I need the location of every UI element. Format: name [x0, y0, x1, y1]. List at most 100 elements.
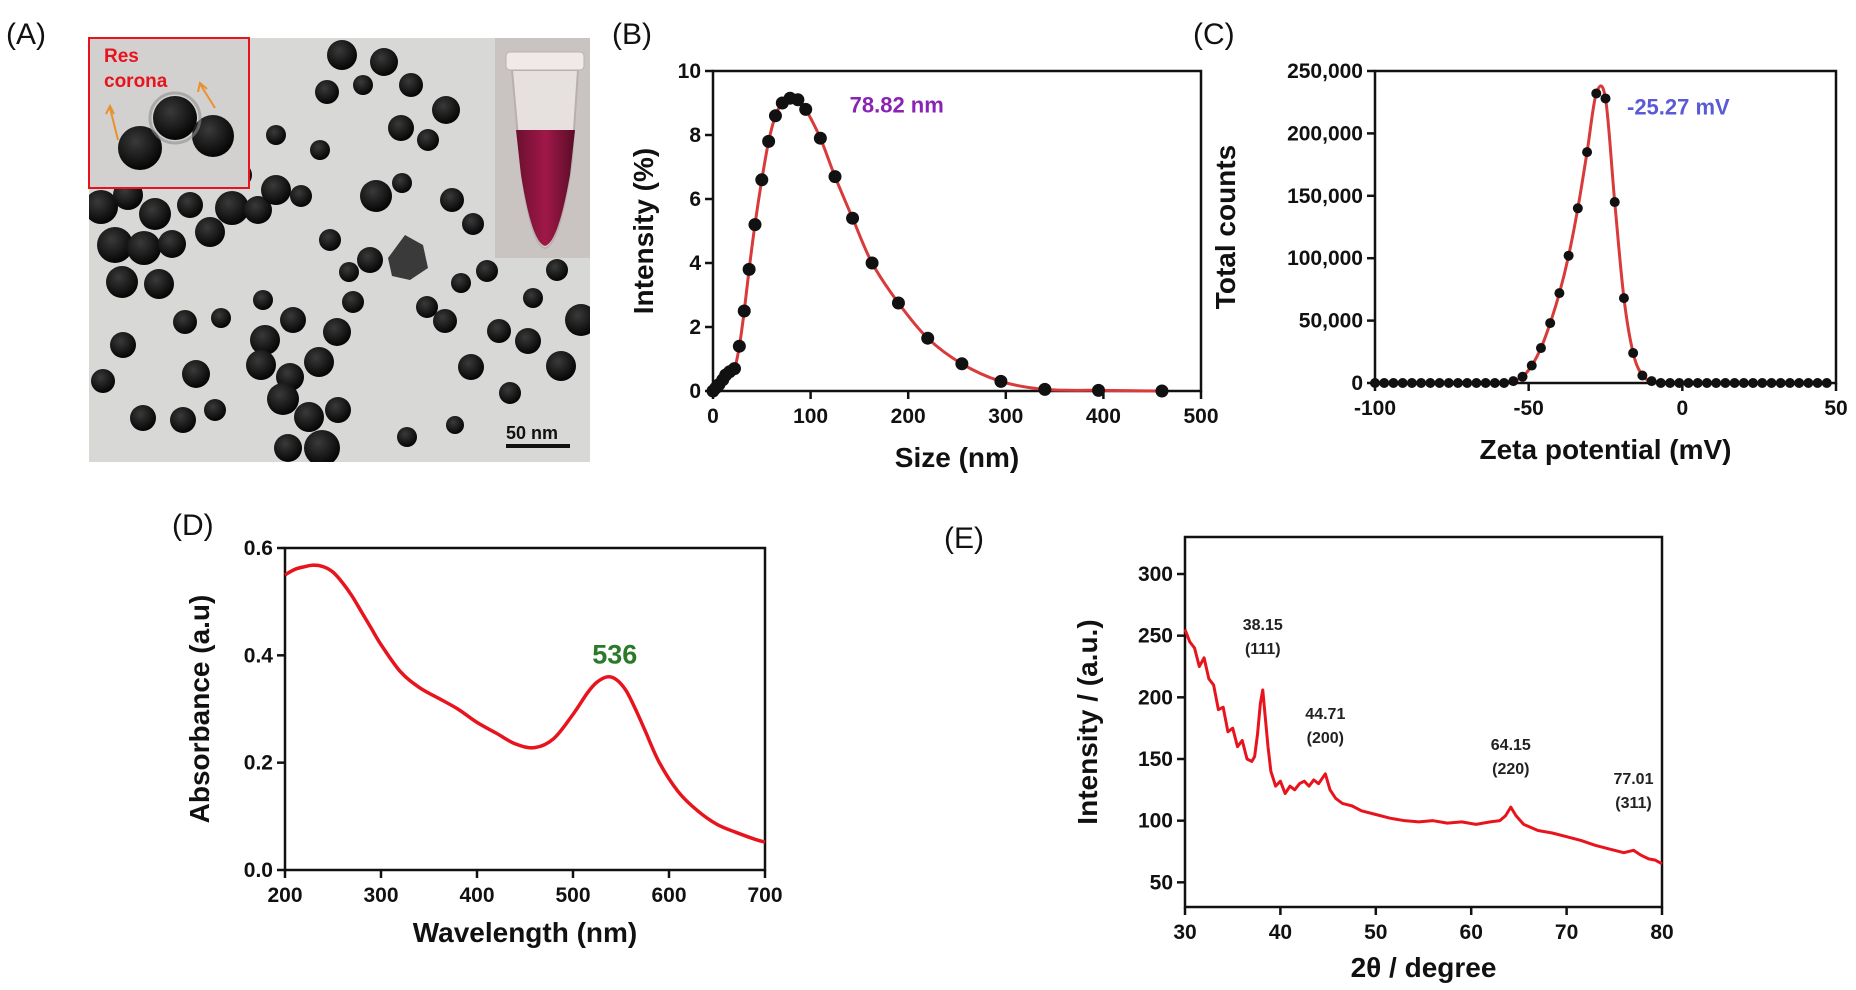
- y-tick-label: 2: [689, 316, 701, 339]
- data-point: [1379, 378, 1390, 388]
- nanoparticle: [246, 350, 276, 380]
- nanoparticle: [310, 140, 330, 160]
- x-tick-label: -100: [1354, 397, 1396, 420]
- chart-d-uv-vis: 200 300 400 500 600 700 0.0 0.2 0.4 0.6 Wavelength…: [172, 509, 783, 948]
- nanoparticle: [280, 307, 306, 333]
- nanoparticle: [515, 328, 541, 354]
- data-point: [1812, 378, 1823, 388]
- nanoparticle: [215, 191, 249, 225]
- data-point: [748, 218, 762, 232]
- inset-zoom: Res corona: [88, 37, 250, 189]
- data-point: [921, 331, 935, 345]
- nanoparticle: [417, 129, 439, 151]
- chart-c-zeta-potential: -100 -50 0 50 0 50,000 100,000 150,000 200,000 25…: [1193, 18, 1848, 465]
- peak-label: 78.82 nm: [850, 93, 944, 118]
- x-axis-title: Wavelength (nm): [413, 917, 638, 948]
- data-point: [1701, 378, 1712, 388]
- data-point: [865, 256, 879, 270]
- vial-photo: [495, 38, 590, 258]
- data-point: [1545, 318, 1556, 329]
- data-point: [1155, 384, 1169, 398]
- nanoparticle: [446, 416, 464, 434]
- data-point: [1499, 378, 1510, 388]
- nanoparticle: [261, 175, 291, 205]
- y-tick-label: 0.0: [244, 859, 273, 882]
- nanoparticle: [315, 80, 339, 104]
- data-point: [1646, 376, 1657, 387]
- peak-annotation-value: 44.71: [1305, 706, 1345, 723]
- nanoparticle: [266, 125, 286, 145]
- nanoparticle: [106, 266, 138, 298]
- y-tick-label: 8: [689, 124, 701, 147]
- y-tick-label: 0.4: [244, 644, 274, 667]
- x-tick-label: 500: [1183, 405, 1218, 428]
- data-point: [1388, 378, 1399, 388]
- nanoparticle: [97, 227, 133, 263]
- peak-annotation-plane: (311): [1615, 795, 1651, 812]
- data-point: [1821, 378, 1832, 388]
- data-point: [1794, 378, 1805, 388]
- nanoparticle: [523, 288, 543, 308]
- plot-frame: [283, 546, 767, 872]
- nanoparticle: [139, 198, 171, 230]
- y-tick-label: 200: [1138, 686, 1173, 709]
- data-point: [1738, 378, 1749, 388]
- x-tick-label: 200: [891, 405, 926, 428]
- nanoparticle: [274, 434, 302, 462]
- data-point: [1729, 378, 1740, 388]
- nanoparticle: [451, 273, 471, 293]
- data-point: [1471, 378, 1482, 388]
- x-tick-label: 100: [793, 405, 828, 428]
- inset-label-res: Res: [104, 46, 139, 67]
- x-axis-title: 2θ / degree: [1351, 952, 1497, 983]
- x-tick-label: 50: [1824, 397, 1847, 420]
- x-tick-label: 500: [555, 884, 590, 907]
- peak-annotation-value: 77.01: [1613, 771, 1653, 788]
- data-point: [1535, 343, 1546, 354]
- data-point: [1370, 378, 1380, 388]
- y-tick-label: 4: [689, 252, 701, 275]
- fit-line: [711, 96, 1162, 393]
- data-point: [891, 296, 905, 310]
- data-point: [1655, 378, 1666, 388]
- y-tick-label: 200,000: [1287, 122, 1363, 145]
- peak-annotation-plane: (220): [1492, 761, 1529, 778]
- nanoparticle: [565, 304, 590, 336]
- data-point: [1582, 147, 1593, 158]
- inset-label-corona: corona: [104, 71, 168, 92]
- nanoparticle: [360, 180, 392, 212]
- data-point: [1092, 383, 1106, 397]
- x-tick-label: 700: [747, 884, 782, 907]
- nanoparticle: [195, 217, 225, 247]
- nanoparticle: [546, 259, 568, 281]
- plot-frame: [1183, 535, 1664, 909]
- nanoparticle: [253, 290, 273, 310]
- data-point: [846, 211, 860, 225]
- data-point: [1637, 370, 1648, 381]
- y-axis-title: Total counts: [1210, 145, 1241, 309]
- nanoparticle: [144, 269, 174, 299]
- nanoparticle: [325, 397, 351, 423]
- nanoparticle: [353, 75, 373, 95]
- data-point: [727, 362, 741, 376]
- data-point: [1766, 378, 1777, 388]
- y-tick-label: 100,000: [1287, 247, 1363, 270]
- data-point: [1462, 378, 1473, 388]
- peak-label: -25.27 mV: [1627, 95, 1730, 120]
- nanoparticle: [170, 407, 196, 433]
- plot-frame: [1373, 69, 1838, 385]
- nanoparticle: [304, 347, 334, 377]
- panel-label: (D): [172, 509, 214, 542]
- nanoparticle: [323, 318, 351, 346]
- y-axis-title: Intensity / (a.u.): [1072, 619, 1103, 824]
- data-point: [1425, 378, 1436, 388]
- nanoparticle: [433, 309, 457, 333]
- nanoparticle: [339, 262, 359, 282]
- data-point: [1683, 378, 1694, 388]
- peak-annotation-plane: (200): [1307, 730, 1344, 747]
- nanoparticle: [392, 173, 412, 193]
- y-tick-label: 300: [1138, 563, 1173, 586]
- scale-bar-label: 50 nm: [506, 423, 558, 443]
- data-point: [1443, 378, 1454, 388]
- peak-label: 536: [592, 639, 637, 669]
